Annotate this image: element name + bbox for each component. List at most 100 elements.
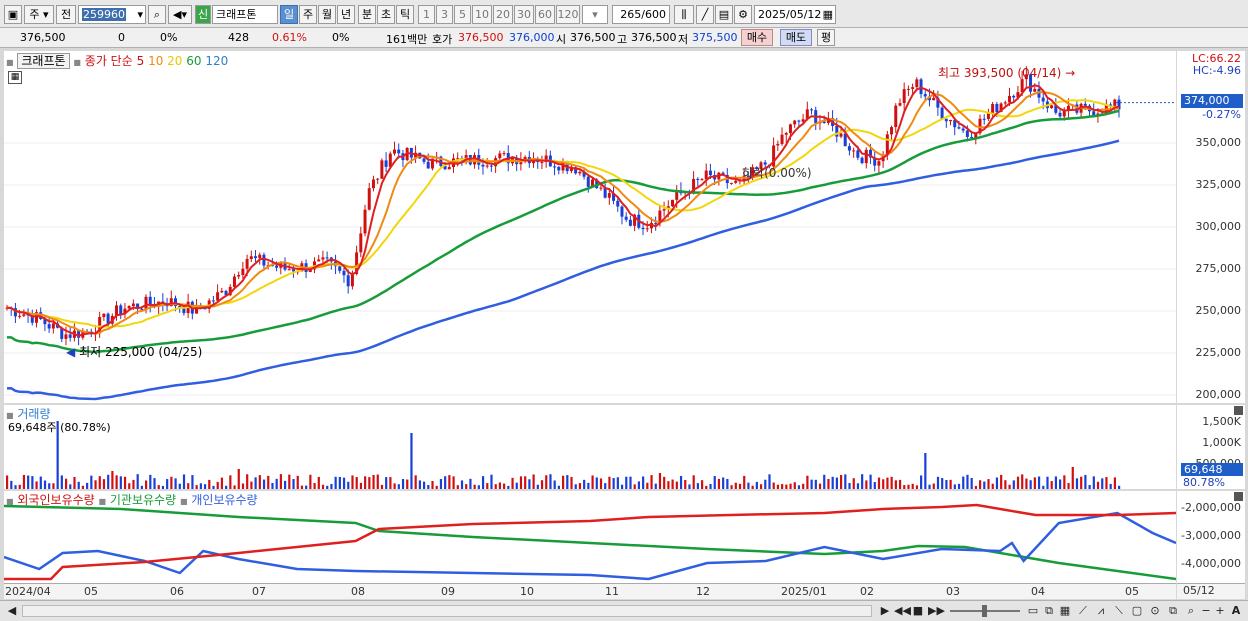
volume-bar (300, 485, 304, 489)
copy-icon[interactable]: ⧉ (1169, 604, 1177, 617)
interval-dropdown[interactable]: ▾ (582, 5, 608, 24)
volume-bar (174, 478, 177, 489)
period-month-button[interactable]: 월 (318, 5, 336, 24)
trend-icon[interactable]: ⟋ (1079, 604, 1087, 617)
play-icon[interactable]: ▶ (880, 604, 890, 617)
candle-body (746, 175, 750, 178)
stock-code-input[interactable]: 259960 ▾ (78, 5, 146, 24)
table-icon[interactable]: ▦ (8, 71, 22, 84)
gear-icon[interactable]: ⚙ (734, 5, 752, 24)
candle-icon[interactable]: ⫼ (674, 5, 694, 24)
calendar-icon[interactable]: ▦ (822, 8, 833, 21)
interval-1-button[interactable]: 1 (418, 5, 435, 24)
window-icon[interactable]: ▣ (4, 5, 22, 24)
square-icon: ■ (6, 58, 14, 67)
pin-icon[interactable]: ⊙ (1150, 604, 1160, 617)
zoom-slider-handle[interactable] (982, 605, 987, 617)
layout-split-icon[interactable]: ⧉ (1045, 604, 1053, 617)
moving-average-line (6, 91, 1120, 335)
candle-body (826, 117, 830, 123)
period-year-button[interactable]: 년 (337, 5, 355, 24)
vol-tick-1000k: 1,000K (1202, 436, 1241, 449)
volume-bar (233, 485, 236, 489)
volume-chart-panel[interactable]: ■ 거래량 69,648주 (80.78%) (4, 405, 1176, 489)
draw-line-icon[interactable]: ╱ (696, 5, 714, 24)
rewind-icon[interactable]: ◀◀ (894, 604, 911, 617)
volume-bar (1084, 474, 1087, 489)
market-select[interactable]: 주 ▾ (24, 5, 54, 24)
stock-name-field[interactable]: 크래프톤 (212, 5, 278, 24)
volume-label[interactable]: 거래량 (17, 407, 51, 421)
period-tick-button[interactable]: 틱 (396, 5, 414, 24)
search-icon[interactable]: ⌕ (148, 5, 166, 24)
interval-5-button[interactable]: 5 (454, 5, 471, 24)
period-minute-button[interactable]: 분 (358, 5, 376, 24)
interval-120-button[interactable]: 120 (556, 5, 580, 24)
count-field[interactable]: 265/600 (612, 5, 670, 24)
candle-body (944, 118, 948, 122)
interval-60-button[interactable]: 60 (535, 5, 555, 24)
institution-holdings-label[interactable]: 기관보유수량 (109, 493, 177, 507)
volume-bar (684, 479, 687, 489)
trend-down-icon[interactable]: ⟍ (1115, 604, 1123, 617)
scroll-track[interactable] (22, 605, 872, 617)
candle-body (561, 161, 565, 171)
save-icon[interactable]: ▤ (715, 5, 733, 24)
volume-bar (840, 475, 843, 489)
eval-button[interactable]: 평 (817, 29, 835, 46)
layout-icon[interactable]: ▭ (1027, 604, 1039, 617)
candle-body (696, 178, 700, 180)
fast-forward-icon[interactable]: ▶▶ (928, 604, 945, 617)
close-icon[interactable] (1234, 492, 1243, 501)
close-icon[interactable] (1234, 406, 1243, 415)
holdings-chart-panel[interactable]: ■ 외국인보유수량 ■ 기관보유수량 ■ 개인보유수량 (4, 491, 1176, 583)
zoom-in-icon[interactable]: + (1215, 604, 1225, 617)
interval-3-button[interactable]: 3 (436, 5, 453, 24)
volume-bar (1033, 477, 1036, 489)
volume-bar (764, 479, 767, 489)
volume-bar (498, 482, 502, 489)
interval-30-button[interactable]: 30 (514, 5, 534, 24)
window-icon[interactable]: ▢ (1131, 604, 1143, 617)
interval-20-button[interactable]: 20 (493, 5, 513, 24)
volume-bar (932, 483, 935, 489)
candle-body (873, 157, 877, 166)
prev-button[interactable]: 전 (56, 5, 76, 24)
individual-holdings-label[interactable]: 개인보유수량 (191, 493, 258, 507)
zoom-out-icon[interactable]: − (1201, 604, 1211, 617)
volume-bar (18, 484, 21, 489)
interval-10-button[interactable]: 10 (472, 5, 492, 24)
date-field[interactable]: 2025/05/12 ▦ (754, 5, 836, 24)
period-week-button[interactable]: 주 (299, 5, 317, 24)
search-icon[interactable]: ⌕ (1187, 604, 1195, 617)
scroll-left-icon[interactable]: ◀ (7, 604, 17, 617)
sell-button[interactable]: 매도 (780, 29, 812, 46)
period-second-button[interactable]: 초 (377, 5, 395, 24)
foreign-holdings-label[interactable]: 외국인보유수량 (17, 493, 95, 507)
stop-icon[interactable]: ■ (912, 604, 924, 617)
indicator-label[interactable]: 종가 단순 (84, 54, 133, 68)
volume-bar (372, 474, 375, 489)
volume-bar (52, 483, 55, 489)
stock-label[interactable]: 크래프톤 (17, 53, 70, 69)
volume-bar (220, 477, 224, 489)
candle-body (822, 121, 826, 123)
volume-bar (376, 474, 379, 489)
zigzag-icon[interactable]: ⩘ (1097, 604, 1105, 617)
font-size-icon[interactable]: A (1231, 604, 1241, 617)
candle-body (523, 156, 527, 161)
ma120-label: 120 (205, 54, 229, 68)
price-chart-panel[interactable]: ■ 크래프톤 ■ 종가 단순 5 10 20 60 120 ▦ 최고 393,5… (4, 51, 1176, 403)
speaker-icon[interactable]: ◀▾ (168, 5, 192, 24)
current-price-tag: 374,000 (1181, 94, 1243, 108)
buy-button[interactable]: 매수 (741, 29, 773, 46)
volume-bar (241, 483, 245, 489)
period-day-button[interactable]: 일 (280, 5, 298, 24)
date-value: 2025/05/12 (758, 8, 822, 21)
volume-bar (208, 479, 211, 489)
layout-grid-icon[interactable]: ▦ (1059, 604, 1071, 617)
candle-body (169, 298, 173, 307)
y-tick-300000: 300,000 (1195, 220, 1242, 233)
chevron-down-icon[interactable]: ▾ (137, 8, 143, 21)
volume-bar (827, 478, 830, 489)
